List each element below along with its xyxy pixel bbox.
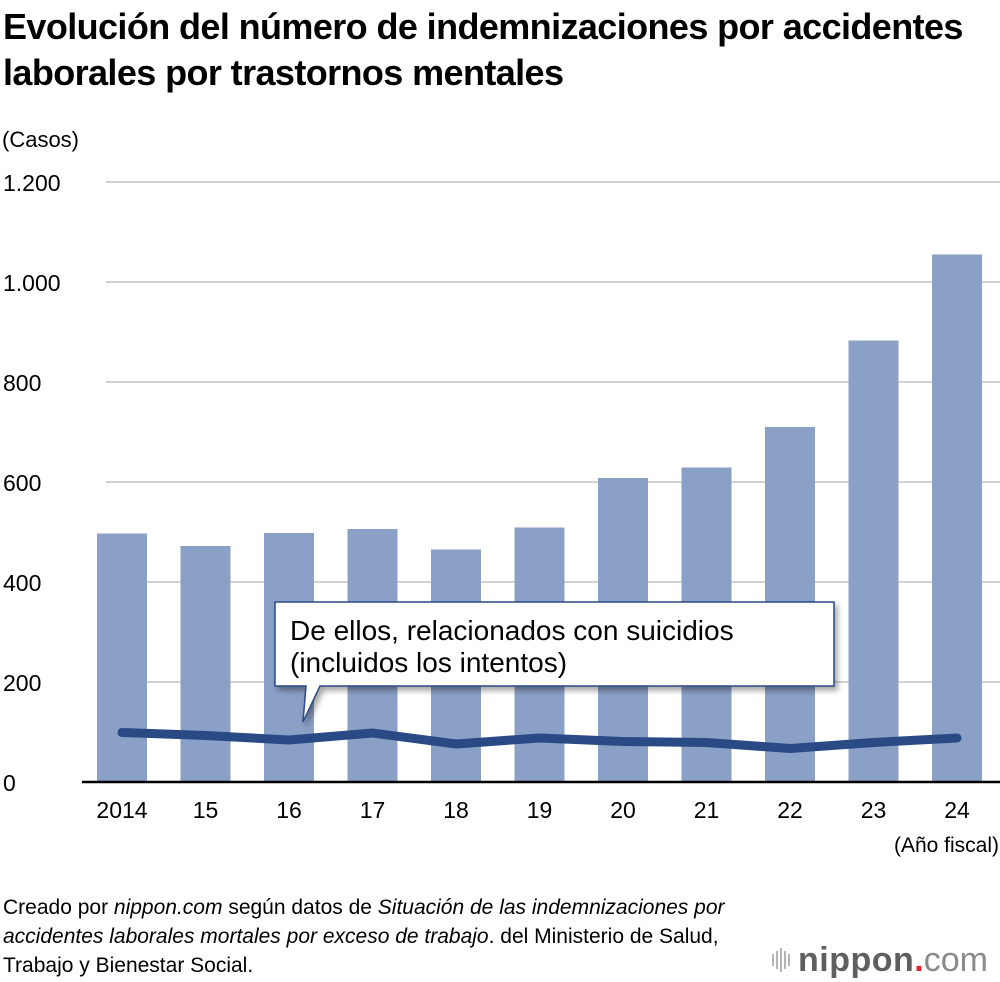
x-tick-label: 23 — [861, 797, 887, 823]
y-axis-unit-label: (Casos) — [2, 127, 80, 152]
x-tick-label: 15 — [193, 797, 219, 823]
x-tick-label: 17 — [360, 797, 386, 823]
source-text-1: Creado por — [3, 896, 114, 919]
chart-area: 0 200 400 600 800 1.000 1.200 De ellos, relaci… — [3, 170, 1000, 857]
source-text-3: . del Ministerio de Salud, Trabajo y Bie… — [3, 925, 719, 977]
bar — [97, 533, 147, 782]
chart-title: Evolución del número de indemnizaciones … — [3, 6, 963, 93]
y-tick-label: 400 — [3, 570, 41, 596]
sound-bars-icon — [772, 948, 790, 972]
x-tick-label: 21 — [694, 797, 720, 823]
y-tick-label: 200 — [3, 670, 41, 696]
y-tick-label: 0 — [3, 770, 16, 796]
x-axis-unit-label: (Año fiscal) — [894, 834, 999, 857]
bar — [848, 340, 899, 782]
annotation-callout: De ellos, relacionados con suicidios (in… — [274, 601, 835, 723]
x-tick-label: 22 — [777, 797, 803, 823]
bar-series — [97, 254, 982, 782]
x-tick-label: 24 — [944, 797, 970, 823]
x-tick-labels: 2014 15 16 17 18 19 20 21 22 23 24 — [96, 797, 970, 823]
source-publisher: nippon.com — [113, 896, 223, 919]
annotation-bubble — [274, 601, 835, 723]
y-tick-label: 1.200 — [3, 170, 61, 196]
annotation-line-1: De ellos, relacionados con suicidios — [290, 615, 734, 646]
x-tick-label: 16 — [276, 797, 302, 823]
y-tick-labels: 0 200 400 600 800 1.000 1.200 — [3, 170, 61, 796]
logo-com: com — [923, 940, 988, 979]
source-note: Creado por nippon.com según datos de Sit… — [3, 893, 763, 980]
x-tick-label: 20 — [610, 797, 636, 823]
y-tick-label: 1.000 — [3, 270, 61, 296]
y-tick-label: 800 — [3, 370, 41, 396]
source-document-title: Situación de las indemnizaciones por acc… — [3, 896, 725, 948]
x-tick-label: 19 — [527, 797, 553, 823]
bar — [180, 546, 231, 782]
source-text-2: según datos de — [222, 896, 378, 919]
line-series — [117, 728, 962, 753]
x-tick-label: 18 — [443, 797, 469, 823]
nippon-logo: nippon. com — [772, 940, 988, 979]
annotation-line-2: (incluidos los intentos) — [290, 647, 567, 678]
x-tick-label: 2014 — [96, 797, 147, 823]
logo-word: nippon — [798, 940, 915, 979]
y-tick-label: 600 — [3, 470, 41, 496]
bar — [932, 254, 982, 782]
logo-dot: . — [914, 940, 924, 979]
